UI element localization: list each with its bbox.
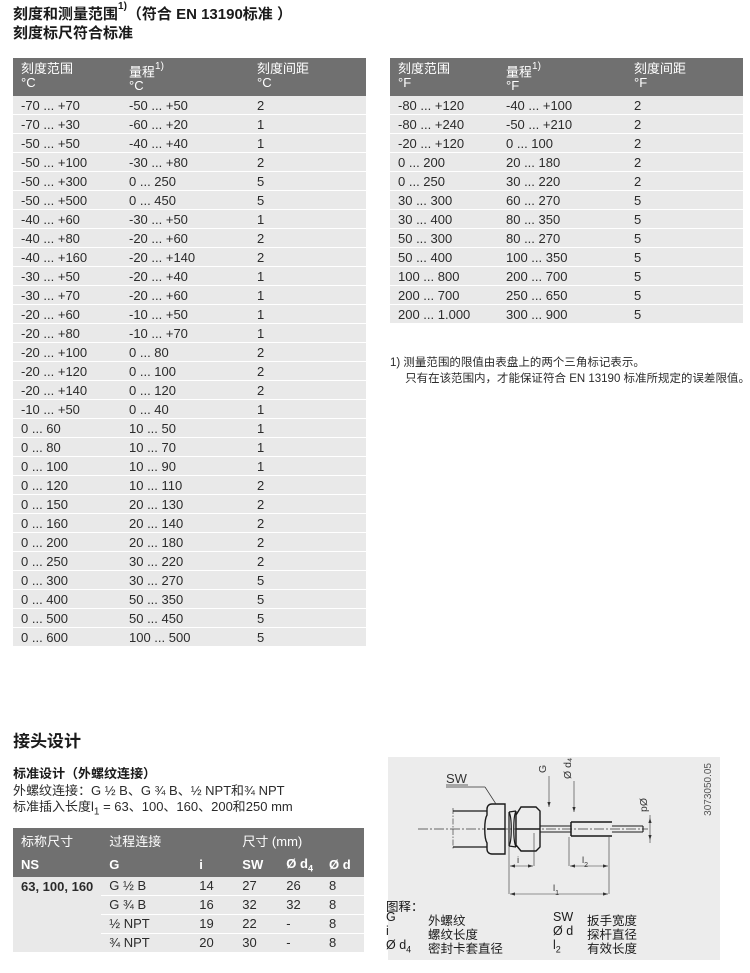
- svg-text:l1: l1: [553, 883, 559, 897]
- svg-text:G: G: [537, 765, 549, 773]
- svg-text:l2: l2: [582, 855, 588, 869]
- svg-text:pØ: pØ: [638, 798, 650, 812]
- svg-text:Ø d₄: Ø d₄: [562, 758, 574, 779]
- svg-text:i: i: [517, 855, 519, 866]
- svg-text:SW: SW: [446, 771, 468, 786]
